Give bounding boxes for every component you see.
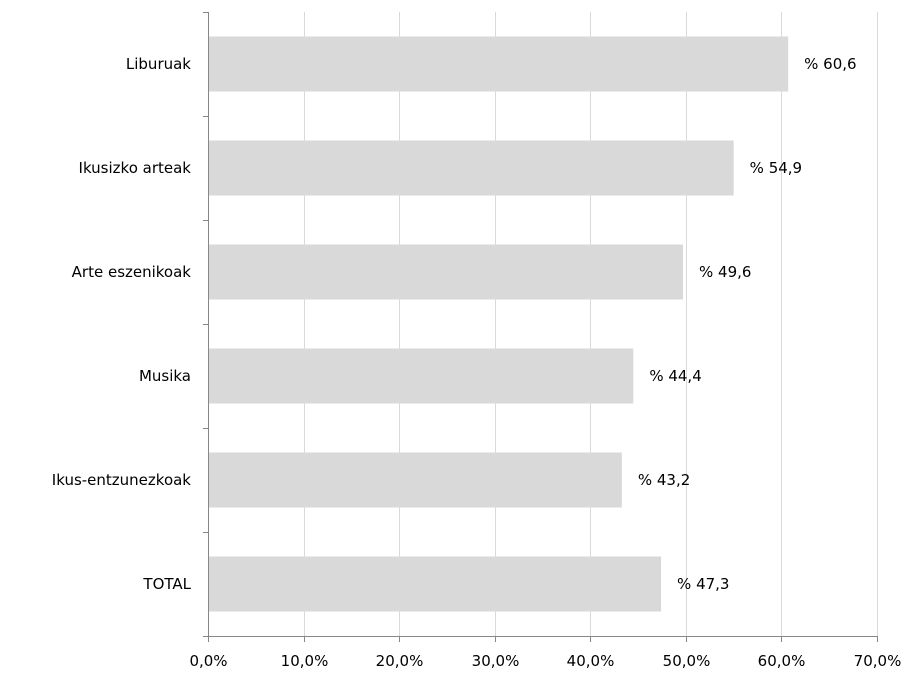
gridlines [304,12,878,636]
x-tick-label-0: 0,0% [189,652,227,670]
bar-0 [209,36,789,92]
x-tick-label-7: 70,0% [854,652,902,670]
category-label-3: Musika [139,367,191,385]
data-label-5: % 47,3 [677,575,729,593]
x-tick-label-2: 20,0% [376,652,424,670]
category-label-4: Ikus-entzunezkoak [52,471,192,489]
x-tick-label-4: 40,0% [567,652,615,670]
category-label-0: Liburuak [126,55,191,73]
x-tick-label-6: 60,0% [758,652,806,670]
bar-2 [209,244,684,300]
data-label-0: % 60,6 [804,55,856,73]
category-label-1: Ikusizko arteak [79,159,192,177]
data-label-4: % 43,2 [638,471,690,489]
category-label-5: TOTAL [142,575,191,593]
x-tick-label-1: 10,0% [281,652,329,670]
bar-5 [209,556,662,612]
data-label-3: % 44,4 [649,367,701,385]
data-label-2: % 49,6 [699,263,751,281]
bar-4 [209,452,622,508]
category-label-2: Arte eszenikoak [72,263,192,281]
bar-1 [209,140,734,196]
bar-3 [209,348,634,404]
labels: Liburuak % 60,6 Ikusizko arteak % 54,9 Arte … [52,55,902,670]
x-tick-label-3: 30,0% [472,652,520,670]
x-tick-label-5: 50,0% [663,652,711,670]
axes [203,12,878,642]
bars [209,36,789,612]
data-label-1: % 54,9 [750,159,802,177]
